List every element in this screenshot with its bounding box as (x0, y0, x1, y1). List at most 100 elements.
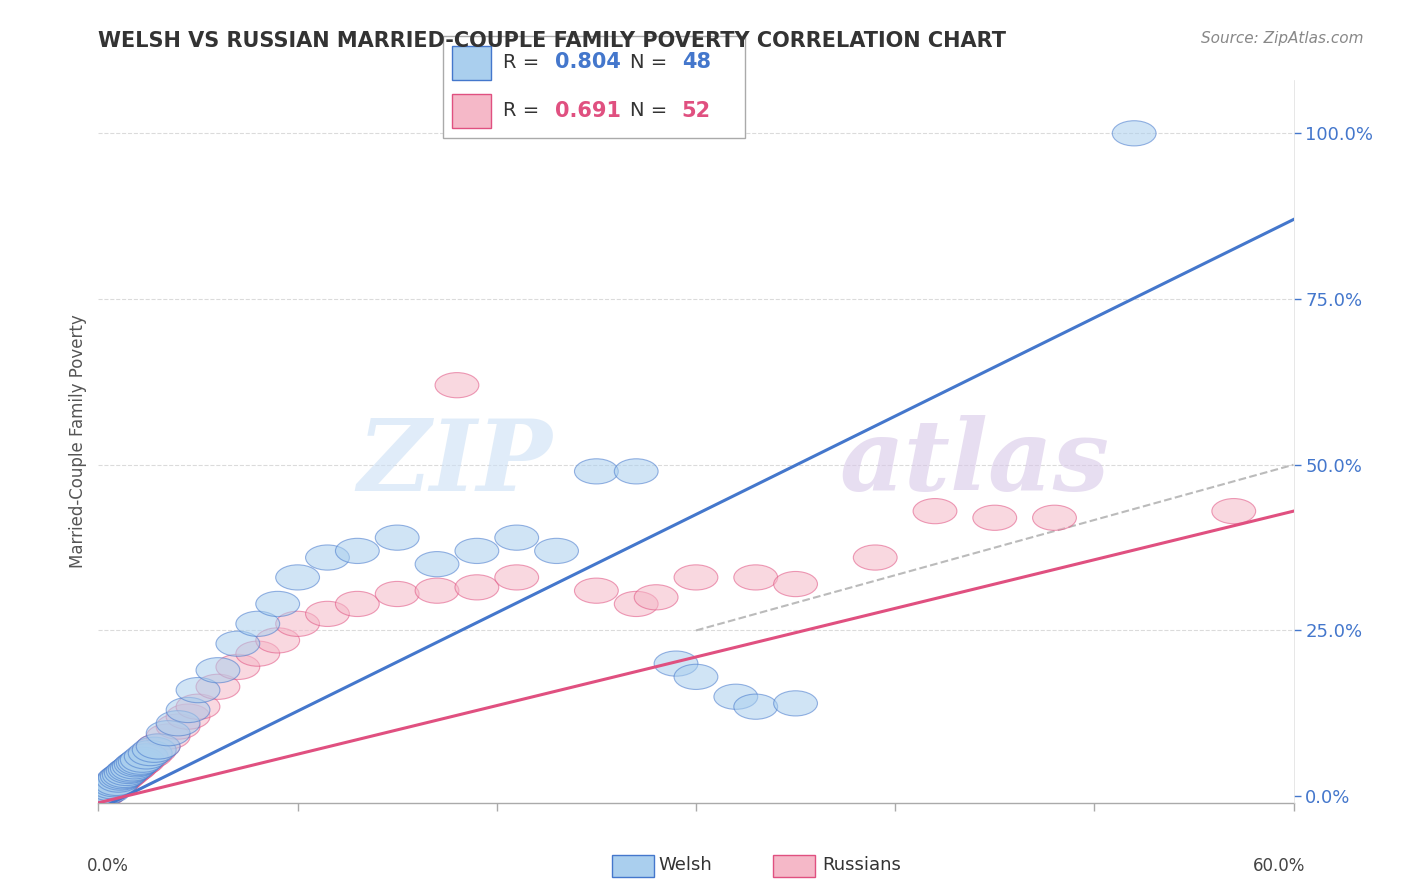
Bar (451, 45, 491, 79)
Ellipse shape (84, 779, 128, 804)
Ellipse shape (117, 750, 160, 776)
Ellipse shape (912, 499, 957, 524)
Text: 0.804: 0.804 (555, 53, 620, 72)
Text: Source: ZipAtlas.com: Source: ZipAtlas.com (1201, 31, 1364, 46)
Ellipse shape (136, 734, 180, 759)
Text: Russians: Russians (823, 856, 901, 874)
Ellipse shape (111, 757, 155, 782)
Ellipse shape (1112, 120, 1156, 146)
Ellipse shape (166, 698, 209, 723)
Ellipse shape (132, 739, 176, 764)
Text: R =: R = (503, 101, 540, 120)
Ellipse shape (634, 585, 678, 610)
Ellipse shape (117, 752, 160, 777)
Ellipse shape (434, 373, 479, 398)
Ellipse shape (415, 551, 458, 577)
Ellipse shape (1212, 499, 1256, 524)
Ellipse shape (89, 776, 132, 801)
Ellipse shape (614, 458, 658, 484)
Ellipse shape (575, 458, 619, 484)
Ellipse shape (83, 780, 127, 805)
Ellipse shape (305, 601, 350, 626)
Ellipse shape (97, 767, 141, 792)
Ellipse shape (100, 764, 145, 789)
Ellipse shape (236, 641, 280, 666)
Text: N =: N = (630, 101, 668, 120)
Text: Welsh: Welsh (658, 856, 711, 874)
Ellipse shape (97, 769, 141, 794)
Ellipse shape (176, 694, 219, 719)
Ellipse shape (176, 678, 219, 703)
Ellipse shape (112, 754, 156, 779)
Ellipse shape (217, 655, 260, 680)
Ellipse shape (90, 773, 135, 799)
Ellipse shape (121, 749, 165, 774)
Ellipse shape (305, 545, 350, 570)
Ellipse shape (734, 565, 778, 590)
Ellipse shape (100, 765, 145, 790)
Ellipse shape (714, 684, 758, 709)
Ellipse shape (195, 657, 240, 682)
Ellipse shape (156, 711, 200, 736)
Ellipse shape (90, 773, 135, 799)
Ellipse shape (93, 772, 136, 797)
Ellipse shape (336, 538, 380, 564)
Ellipse shape (236, 611, 280, 636)
Ellipse shape (98, 767, 142, 792)
Ellipse shape (614, 591, 658, 616)
Ellipse shape (121, 747, 165, 772)
Ellipse shape (103, 764, 146, 789)
Ellipse shape (146, 721, 190, 746)
Ellipse shape (1032, 505, 1077, 531)
Text: N =: N = (630, 53, 668, 72)
Text: 0.691: 0.691 (555, 101, 620, 120)
Ellipse shape (104, 760, 148, 786)
Ellipse shape (94, 771, 138, 796)
Ellipse shape (456, 538, 499, 564)
Ellipse shape (217, 632, 260, 657)
Ellipse shape (94, 771, 138, 796)
Ellipse shape (112, 756, 156, 780)
Ellipse shape (108, 757, 152, 782)
Ellipse shape (118, 750, 162, 776)
Ellipse shape (773, 690, 817, 716)
Ellipse shape (114, 752, 159, 777)
Ellipse shape (124, 744, 169, 769)
Ellipse shape (195, 674, 240, 699)
Ellipse shape (87, 777, 131, 802)
Ellipse shape (87, 779, 131, 804)
Ellipse shape (124, 745, 169, 771)
Ellipse shape (456, 574, 499, 600)
Ellipse shape (853, 545, 897, 570)
Ellipse shape (107, 758, 150, 783)
Text: 0.0%: 0.0% (87, 857, 128, 875)
Ellipse shape (118, 749, 162, 774)
Ellipse shape (146, 724, 190, 749)
Ellipse shape (83, 780, 127, 805)
Ellipse shape (128, 740, 172, 765)
Ellipse shape (93, 772, 136, 797)
Ellipse shape (673, 665, 718, 690)
Ellipse shape (98, 765, 142, 790)
Ellipse shape (673, 565, 718, 590)
Ellipse shape (89, 776, 132, 801)
Ellipse shape (773, 572, 817, 597)
Ellipse shape (276, 611, 319, 636)
Ellipse shape (375, 582, 419, 607)
Ellipse shape (336, 591, 380, 616)
Bar (451, 95, 491, 128)
Ellipse shape (375, 525, 419, 550)
Text: WELSH VS RUSSIAN MARRIED-COUPLE FAMILY POVERTY CORRELATION CHART: WELSH VS RUSSIAN MARRIED-COUPLE FAMILY P… (98, 31, 1007, 51)
Ellipse shape (534, 538, 578, 564)
Ellipse shape (128, 742, 172, 768)
Ellipse shape (276, 565, 319, 590)
Y-axis label: Married-Couple Family Poverty: Married-Couple Family Poverty (69, 315, 87, 568)
Ellipse shape (111, 756, 155, 780)
Ellipse shape (156, 714, 200, 739)
Ellipse shape (495, 565, 538, 590)
Ellipse shape (104, 762, 148, 787)
Ellipse shape (84, 777, 128, 802)
Ellipse shape (166, 704, 209, 730)
Ellipse shape (114, 754, 159, 779)
Ellipse shape (495, 525, 538, 550)
